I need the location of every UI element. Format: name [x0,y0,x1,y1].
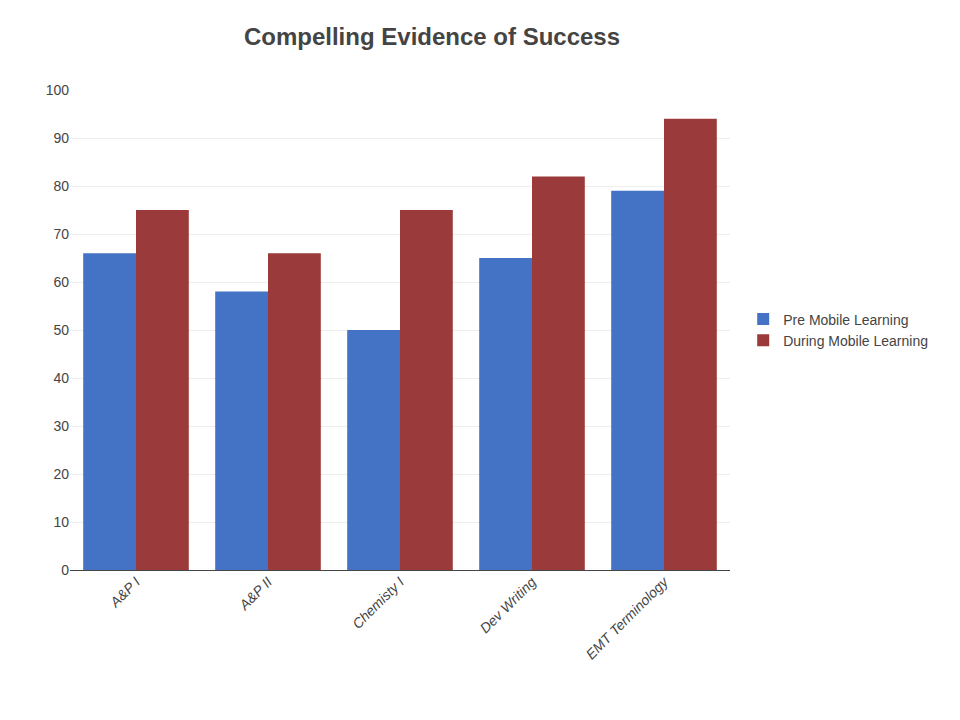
svg-text:Pre Mobile Learning: Pre Mobile Learning [783,312,908,328]
svg-text:A&P II: A&P II [235,574,275,614]
svg-text:0: 0 [61,562,69,578]
svg-text:EMT Terminology: EMT Terminology [583,573,672,662]
svg-text:10: 10 [53,514,69,530]
svg-text:20: 20 [53,466,69,482]
svg-text:80: 80 [53,178,69,194]
svg-text:Compelling Evidence of Success: Compelling Evidence of Success [244,23,620,50]
svg-text:50: 50 [53,322,69,338]
svg-text:During Mobile Learning: During Mobile Learning [783,333,928,349]
svg-text:100: 100 [46,82,70,98]
svg-text:40: 40 [53,370,69,386]
svg-text:70: 70 [53,226,69,242]
svg-text:A&P I: A&P I [106,574,143,611]
svg-text:Dev Writing: Dev Writing [477,574,540,637]
svg-text:60: 60 [53,274,69,290]
svg-text:Chemisty I: Chemisty I [349,574,407,632]
svg-text:90: 90 [53,130,69,146]
svg-text:30: 30 [53,418,69,434]
